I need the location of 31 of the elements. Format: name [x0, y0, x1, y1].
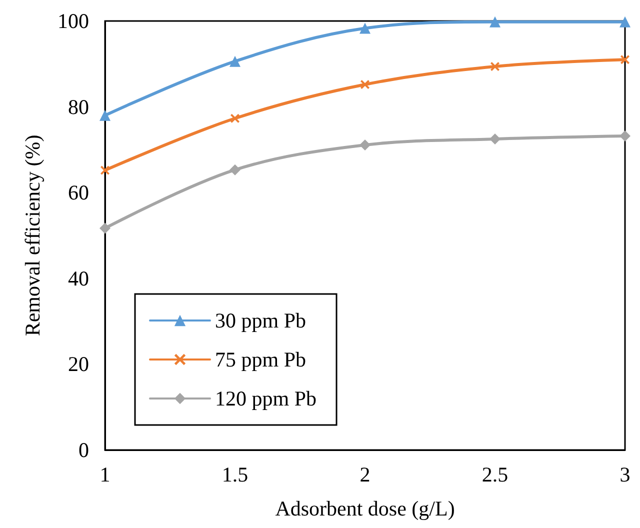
- point: [490, 16, 500, 28]
- point: [230, 114, 240, 123]
- y-tick-label: 0: [78, 438, 89, 462]
- x-axis-title: Adsorbent dose (g/L): [275, 496, 455, 520]
- point: [230, 56, 240, 67]
- y-tick-label: 20: [68, 352, 89, 376]
- y-tick-label: 80: [68, 94, 89, 119]
- legend-label: 120 ppm Pb: [215, 386, 317, 410]
- y-tick-label: 40: [68, 266, 89, 290]
- point: [360, 139, 370, 150]
- y-tick-label: 100: [58, 9, 89, 33]
- point: [100, 110, 110, 121]
- point: [490, 133, 500, 144]
- point: [620, 130, 630, 142]
- legend-label: 30 ppm Pb: [215, 308, 306, 332]
- point: [360, 22, 370, 34]
- point: [360, 80, 370, 89]
- x-tick-label: 1.5: [222, 462, 248, 486]
- point: [620, 55, 630, 64]
- y-axis-title: Removal efficiency (%): [20, 134, 44, 336]
- x-tick-label: 3: [620, 462, 630, 486]
- legend-label: 75 ppm Pb: [215, 348, 306, 372]
- point: [100, 222, 110, 234]
- x-tick-label: 1: [100, 462, 110, 486]
- x-tick-label: 2: [360, 462, 370, 486]
- point: [100, 166, 110, 175]
- x-tick-label: 2.5: [482, 462, 508, 486]
- y-tick-label: 60: [68, 180, 89, 205]
- point: [230, 164, 240, 176]
- point: [490, 62, 500, 71]
- point: [620, 16, 630, 28]
